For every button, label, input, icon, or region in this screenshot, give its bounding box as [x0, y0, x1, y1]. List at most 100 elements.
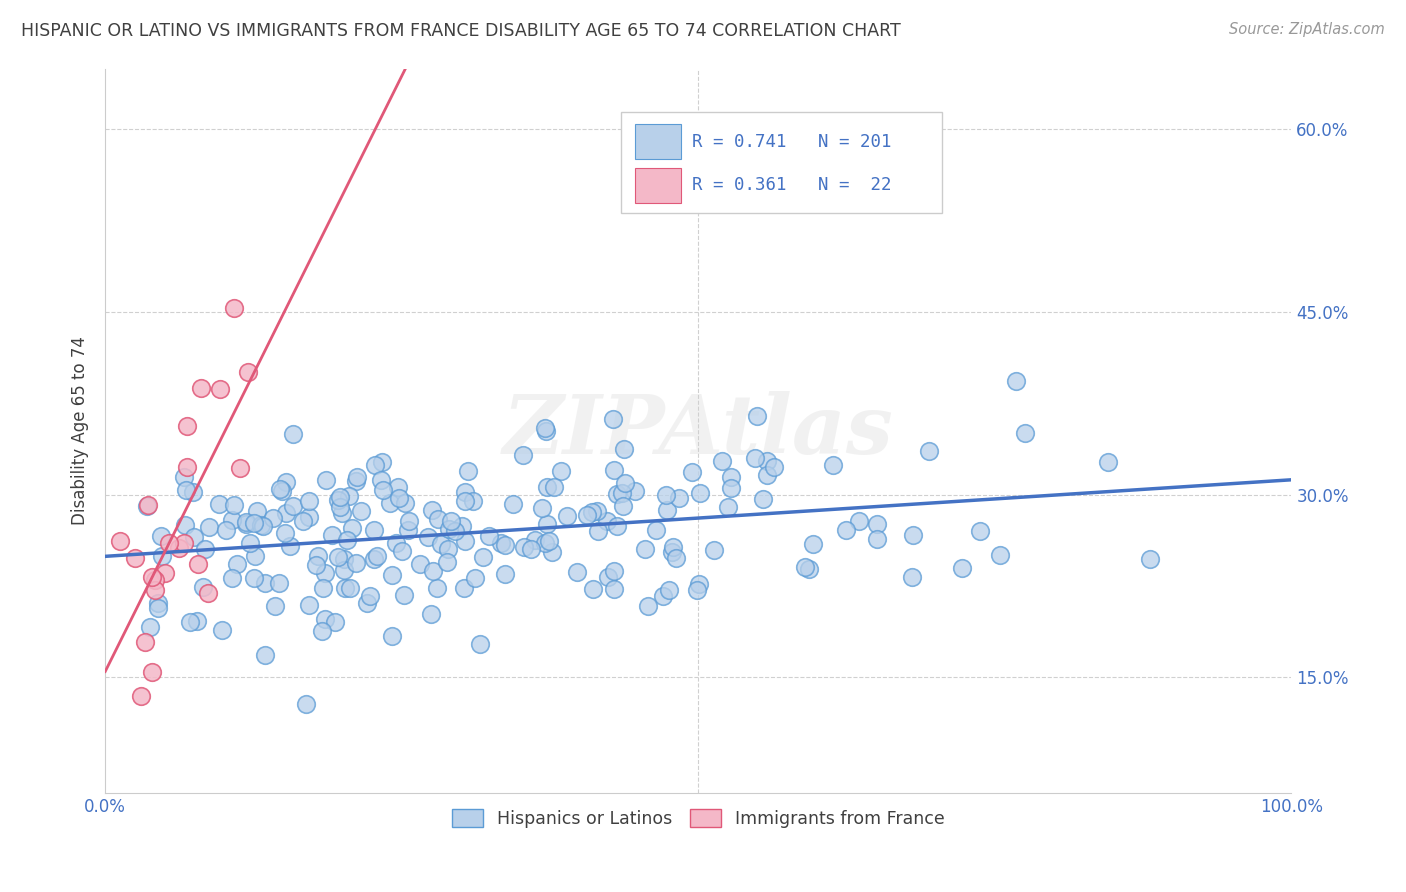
- Point: [755, 454, 778, 468]
- Point: [148, 597, 170, 611]
- Point: [298, 494, 321, 508]
- Point: [1014, 426, 1036, 441]
- Point: [138, 620, 160, 634]
- Point: [363, 523, 385, 537]
- Point: [311, 624, 333, 638]
- Point: [752, 492, 775, 507]
- Point: [534, 535, 557, 549]
- Point: [990, 549, 1012, 563]
- Point: [314, 566, 336, 580]
- Point: [336, 533, 359, 547]
- Point: [208, 497, 231, 511]
- Point: [396, 523, 419, 537]
- Point: [534, 421, 557, 435]
- Point: [437, 541, 460, 556]
- Point: [652, 589, 675, 603]
- Point: [157, 536, 180, 550]
- Point: [136, 498, 159, 512]
- Point: [502, 496, 524, 510]
- Point: [364, 458, 387, 472]
- Point: [1139, 552, 1161, 566]
- Point: [388, 491, 411, 505]
- Point: [190, 381, 212, 395]
- Point: [454, 494, 477, 508]
- Point: [356, 596, 378, 610]
- Point: [183, 530, 205, 544]
- Point: [326, 492, 349, 507]
- Point: [655, 488, 678, 502]
- Point: [637, 599, 659, 613]
- Point: [463, 494, 485, 508]
- Point: [366, 549, 388, 563]
- Point: [634, 541, 657, 556]
- Point: [226, 557, 249, 571]
- Point: [297, 598, 319, 612]
- Point: [176, 460, 198, 475]
- Point: [315, 473, 337, 487]
- Point: [392, 588, 415, 602]
- Point: [717, 500, 740, 514]
- Point: [370, 473, 392, 487]
- Point: [191, 581, 214, 595]
- Point: [274, 475, 297, 489]
- Point: [688, 577, 710, 591]
- Point: [703, 543, 725, 558]
- Point: [197, 586, 219, 600]
- Point: [524, 533, 547, 548]
- Point: [606, 519, 628, 533]
- Point: [246, 504, 269, 518]
- Point: [371, 483, 394, 497]
- Point: [711, 454, 734, 468]
- Point: [305, 558, 328, 572]
- Point: [333, 581, 356, 595]
- Point: [686, 583, 709, 598]
- Point: [323, 615, 346, 629]
- Point: [530, 501, 553, 516]
- Point: [208, 383, 231, 397]
- Point: [108, 533, 131, 548]
- Point: [143, 573, 166, 587]
- Point: [901, 570, 924, 584]
- Point: [1097, 455, 1119, 469]
- Point: [513, 541, 536, 555]
- Point: [1005, 374, 1028, 388]
- Point: [422, 564, 444, 578]
- Point: [254, 648, 277, 663]
- Point: [763, 459, 786, 474]
- Point: [596, 514, 619, 528]
- Point: [603, 463, 626, 477]
- Point: [211, 623, 233, 637]
- Point: [243, 516, 266, 531]
- Point: [326, 549, 349, 564]
- Point: [534, 424, 557, 438]
- Text: HISPANIC OR LATINO VS IMMIGRANTS FROM FRANCE DISABILITY AGE 65 TO 74 CORRELATION: HISPANIC OR LATINO VS IMMIGRANTS FROM FR…: [21, 22, 901, 40]
- Point: [167, 541, 190, 555]
- Point: [756, 468, 779, 483]
- Point: [901, 528, 924, 542]
- Point: [181, 484, 204, 499]
- Point: [720, 469, 742, 483]
- Point: [198, 520, 221, 534]
- Point: [252, 519, 274, 533]
- Point: [426, 512, 449, 526]
- Point: [294, 697, 316, 711]
- Point: [430, 537, 453, 551]
- Point: [329, 500, 352, 514]
- Bar: [636, 168, 681, 202]
- Point: [283, 427, 305, 442]
- Legend: Hispanics or Latinos, Immigrants from France: Hispanics or Latinos, Immigrants from Fr…: [446, 803, 952, 835]
- Bar: [636, 124, 681, 159]
- Point: [418, 530, 440, 544]
- Point: [472, 549, 495, 564]
- Point: [543, 480, 565, 494]
- Point: [245, 549, 267, 564]
- Point: [720, 481, 742, 495]
- Point: [794, 559, 817, 574]
- Point: [439, 522, 461, 536]
- Point: [387, 480, 409, 494]
- Point: [454, 485, 477, 500]
- Point: [613, 476, 636, 491]
- Point: [536, 517, 558, 532]
- Point: [337, 489, 360, 503]
- Point: [520, 541, 543, 556]
